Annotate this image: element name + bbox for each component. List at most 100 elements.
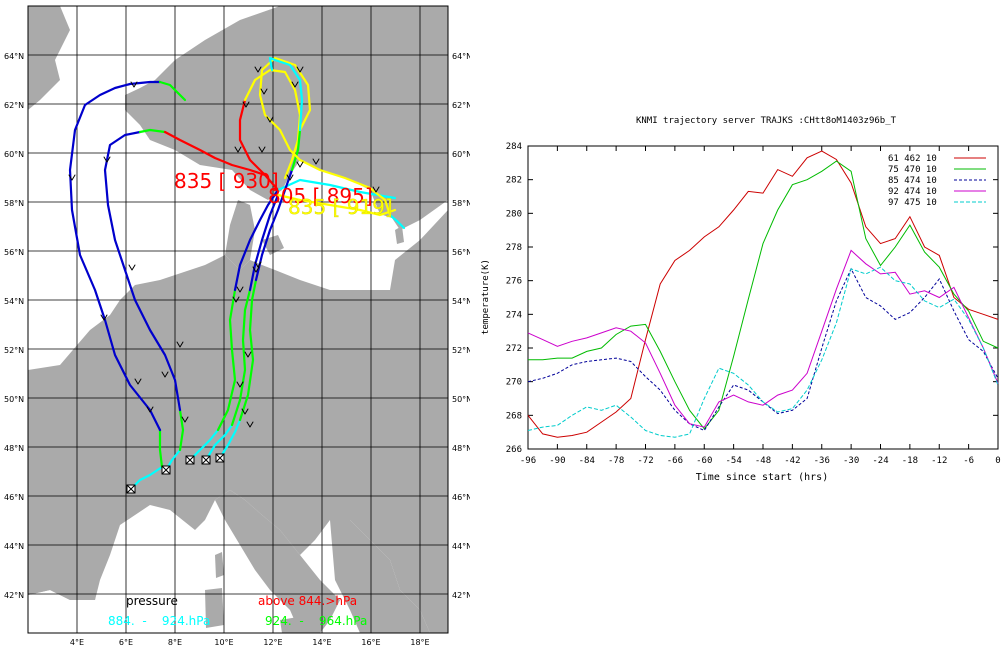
y-tick-label: 266 bbox=[506, 445, 522, 455]
legend-title: pressure bbox=[126, 594, 178, 608]
direction-arrow bbox=[236, 286, 244, 293]
direction-arrow bbox=[161, 371, 169, 378]
lat-label-right: 44°N bbox=[452, 542, 470, 551]
lat-label-left: 54°N bbox=[4, 297, 24, 306]
lat-label-right: 56°N bbox=[452, 248, 470, 257]
lat-label-left: 52°N bbox=[4, 346, 24, 355]
x-tick-label: -12 bbox=[931, 456, 947, 466]
direction-arrow bbox=[103, 156, 111, 163]
lat-label-left: 62°N bbox=[4, 101, 24, 110]
lat-label-right: 62°N bbox=[452, 101, 470, 110]
y-tick-label: 272 bbox=[506, 344, 522, 354]
y-tick-label: 268 bbox=[506, 411, 522, 421]
x-tick-label: 0 bbox=[995, 456, 1000, 466]
legend-cyan-range: 884. - 924.hPa bbox=[108, 614, 210, 628]
y-tick-label: 278 bbox=[506, 243, 522, 253]
direction-arrow bbox=[234, 146, 242, 153]
direction-arrow bbox=[134, 378, 142, 385]
lon-label: 10°E bbox=[214, 638, 233, 647]
direction-arrow bbox=[100, 314, 108, 321]
trajectory-c-cyan bbox=[188, 428, 220, 462]
pressure-labels: 835 [ 930] 805 [ 895] 835 [ 919] bbox=[174, 169, 393, 219]
chart-series bbox=[527, 150, 999, 438]
map-svg: 64°N 62°N 60°N 58°N 56°N 54°N 52°N 50°N 48°N 46°N… bbox=[0, 0, 472, 649]
y-tick-label: 276 bbox=[506, 277, 522, 287]
x-tick-label: -60 bbox=[696, 456, 712, 466]
lon-label: 14°E bbox=[312, 638, 331, 647]
start-markers bbox=[126, 453, 225, 494]
lat-label-right: 58°N bbox=[452, 199, 470, 208]
trajectory-e-cyan2 bbox=[268, 56, 304, 132]
land-masses bbox=[28, 6, 448, 633]
series-line-1 bbox=[527, 150, 999, 438]
trajectory-c-red bbox=[238, 98, 280, 192]
x-tick-label: -90 bbox=[549, 456, 565, 466]
direction-arrow bbox=[296, 66, 304, 73]
lat-labels-right: 64°N 62°N 60°N 58°N 56°N 54°N 52°N 50°N 48°N 46°N… bbox=[452, 52, 472, 600]
x-tick-label: -96 bbox=[520, 456, 536, 466]
direction-arrow bbox=[128, 264, 136, 271]
legend-green-range: 924. - 964.hPa bbox=[265, 614, 367, 628]
y-axis-label: temperature(K) bbox=[481, 259, 491, 335]
direction-arrow bbox=[244, 351, 252, 358]
trajectory-a-green bbox=[158, 428, 164, 469]
chart-title: KNMI trajectory server TRAJKS :CHtt8oM14… bbox=[636, 116, 897, 126]
trajectory-e-cyan bbox=[218, 418, 242, 460]
lat-label-left: 58°N bbox=[4, 199, 24, 208]
direction-arrow bbox=[252, 266, 260, 273]
direction-arrow bbox=[291, 81, 299, 88]
y-tick-label: 282 bbox=[506, 176, 522, 186]
x-tick-label: -78 bbox=[608, 456, 624, 466]
direction-arrow bbox=[254, 66, 262, 73]
trajectory-b-green2 bbox=[138, 128, 167, 134]
lat-label-right: 50°N bbox=[452, 395, 470, 404]
trajectory-d-cyan bbox=[204, 423, 234, 462]
lat-label-left: 46°N bbox=[4, 493, 24, 502]
trajectory-d-yellow bbox=[276, 193, 397, 217]
start-marker bbox=[201, 455, 211, 465]
trajectory-d-blue bbox=[248, 193, 280, 292]
direction-arrow bbox=[266, 116, 274, 123]
start-marker bbox=[161, 465, 171, 475]
trajectory-b-green bbox=[178, 408, 185, 452]
x-tick-label: -6 bbox=[963, 456, 974, 466]
trajectory-c-green bbox=[216, 288, 237, 432]
map-grid bbox=[28, 6, 448, 633]
lat-label-right: 54°N bbox=[452, 297, 470, 306]
chart-svg: KNMI trajectory server TRAJKS :CHtt8oM14… bbox=[470, 0, 1006, 649]
series-line-5 bbox=[527, 266, 999, 438]
direction-arrow bbox=[296, 161, 304, 168]
legend-entry-label: 85 474 10 bbox=[888, 176, 937, 186]
direction-arrow bbox=[312, 158, 320, 165]
lat-label-right: 64°N bbox=[452, 52, 470, 61]
legend-above: above 844.>hPa bbox=[258, 594, 357, 608]
pressure-label: 805 [ 895] bbox=[268, 184, 373, 208]
y-tick-label: 284 bbox=[506, 142, 522, 152]
map-frame bbox=[27, 5, 449, 634]
lon-label: 4°E bbox=[70, 638, 84, 647]
lat-label-left: 60°N bbox=[4, 150, 24, 159]
direction-arrow bbox=[176, 341, 184, 348]
lat-label-right: 46°N bbox=[452, 493, 470, 502]
direction-arrow bbox=[254, 261, 262, 268]
lat-label-right: 60°N bbox=[452, 150, 470, 159]
lat-label-left: 56°N bbox=[4, 248, 24, 257]
lon-label: 12°E bbox=[263, 638, 282, 647]
series-line-2 bbox=[528, 160, 999, 430]
trajectory-c-blue bbox=[233, 188, 280, 292]
temperature-chart: KNMI trajectory server TRAJKS :CHtt8oM14… bbox=[470, 0, 1006, 649]
pressure-label: 835 [ 930] bbox=[174, 169, 279, 193]
trajectory-e-green bbox=[238, 278, 258, 422]
lat-label-left: 44°N bbox=[4, 542, 24, 551]
direction-arrow bbox=[232, 296, 240, 303]
x-tick-label: -36 bbox=[814, 456, 830, 466]
lon-label: 16°E bbox=[361, 638, 380, 647]
trajectory-b-blue bbox=[103, 130, 182, 412]
lon-label: 8°E bbox=[168, 638, 182, 647]
direction-arrow bbox=[260, 88, 268, 95]
direction-arrow bbox=[130, 81, 138, 88]
lat-label-right: 52°N bbox=[452, 346, 470, 355]
x-tick-label: -54 bbox=[725, 456, 741, 466]
direction-arrow bbox=[68, 174, 76, 181]
